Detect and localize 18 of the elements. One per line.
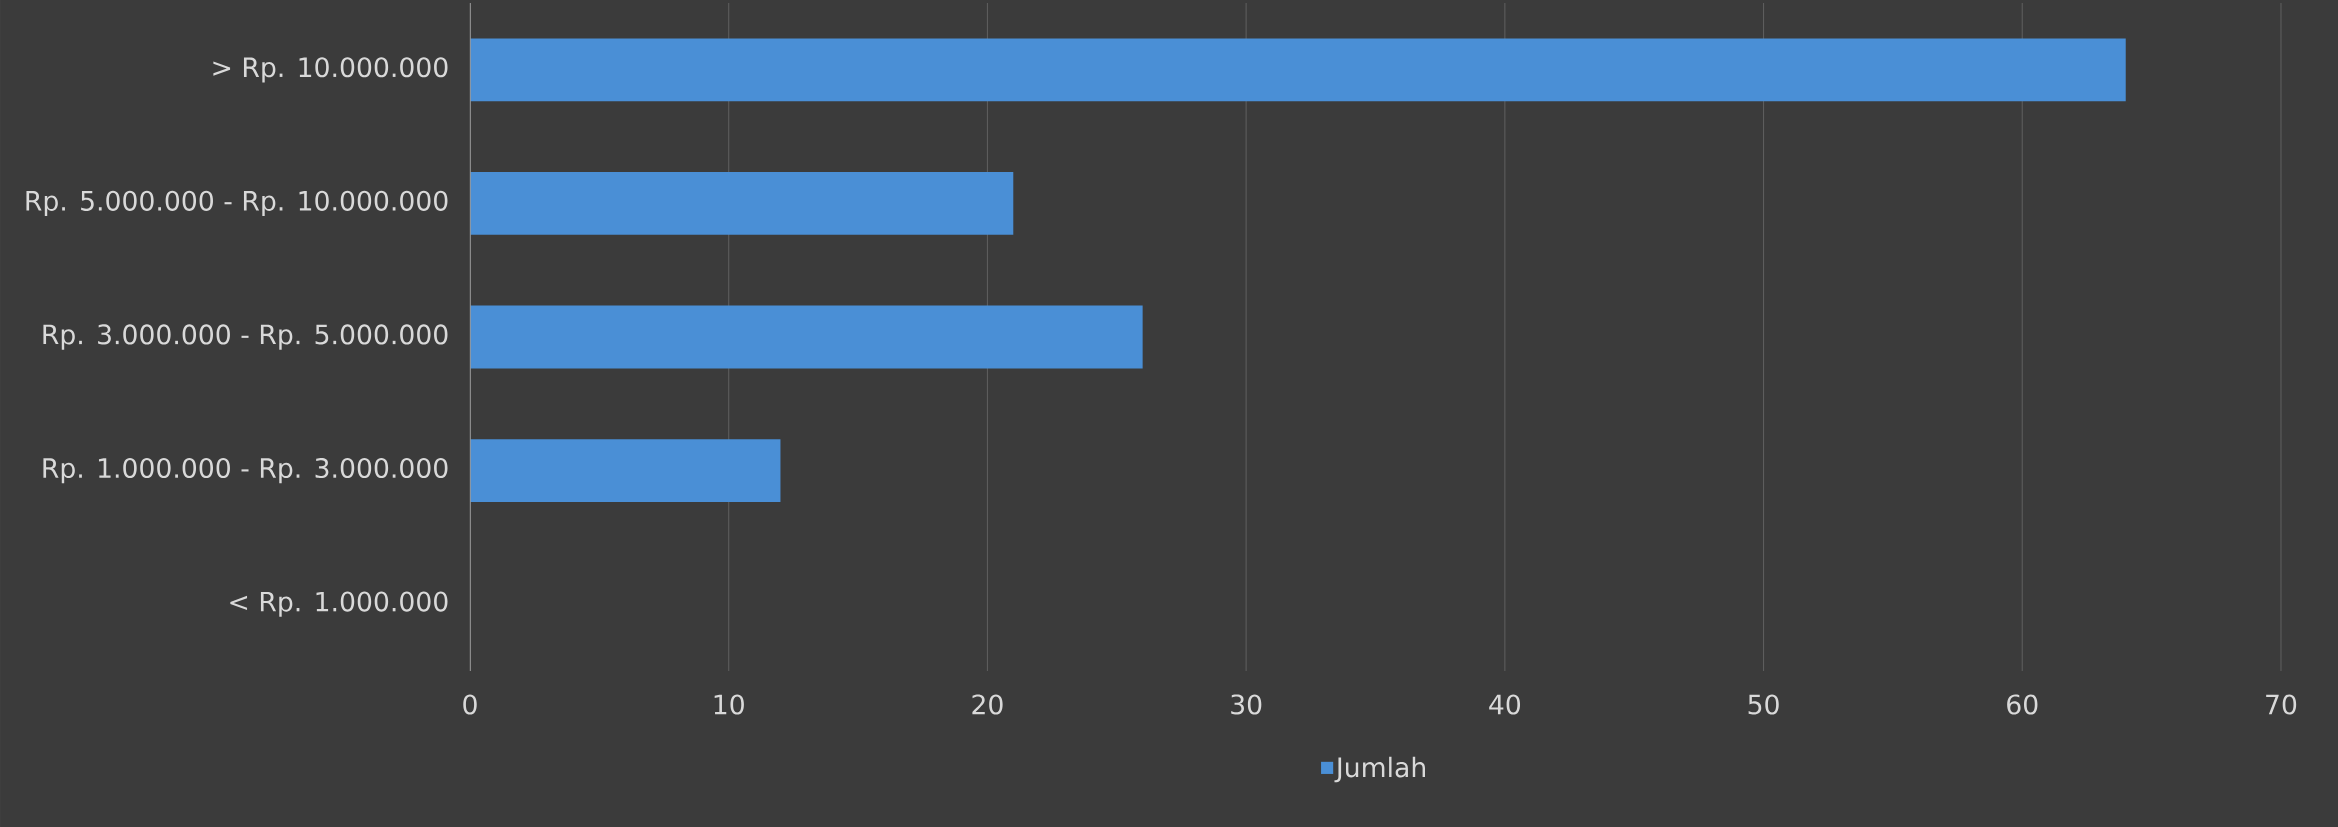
x-tick-label: 60 bbox=[2007, 694, 2038, 715]
x-tick-label: 10 bbox=[714, 694, 744, 715]
y-tick-label: Rp. 1.000.000 - Rp. 3.000.000 bbox=[43, 457, 448, 484]
x-tick-label: 30 bbox=[1231, 694, 1262, 715]
legend-label: Jumlah bbox=[1334, 756, 1425, 783]
bar bbox=[470, 439, 781, 502]
x-tick-label: 0 bbox=[463, 694, 477, 715]
x-tick-label: 50 bbox=[1748, 694, 1779, 715]
bar bbox=[470, 172, 1014, 235]
y-tick-label: < Rp. 1.000.000 bbox=[230, 591, 448, 617]
bar bbox=[470, 38, 2126, 102]
x-tick-label: 20 bbox=[972, 694, 1003, 715]
y-tick-label: > Rp. 10.000.000 bbox=[213, 57, 448, 83]
y-tick-label: Rp. 3.000.000 - Rp. 5.000.000 bbox=[43, 324, 448, 350]
y-tick-label: Rp. 5.000.000 - Rp. 10.000.000 bbox=[26, 190, 448, 217]
x-tick-label: 40 bbox=[1489, 694, 1521, 715]
x-tick-label: 70 bbox=[2266, 694, 2297, 715]
bar bbox=[470, 305, 1143, 369]
